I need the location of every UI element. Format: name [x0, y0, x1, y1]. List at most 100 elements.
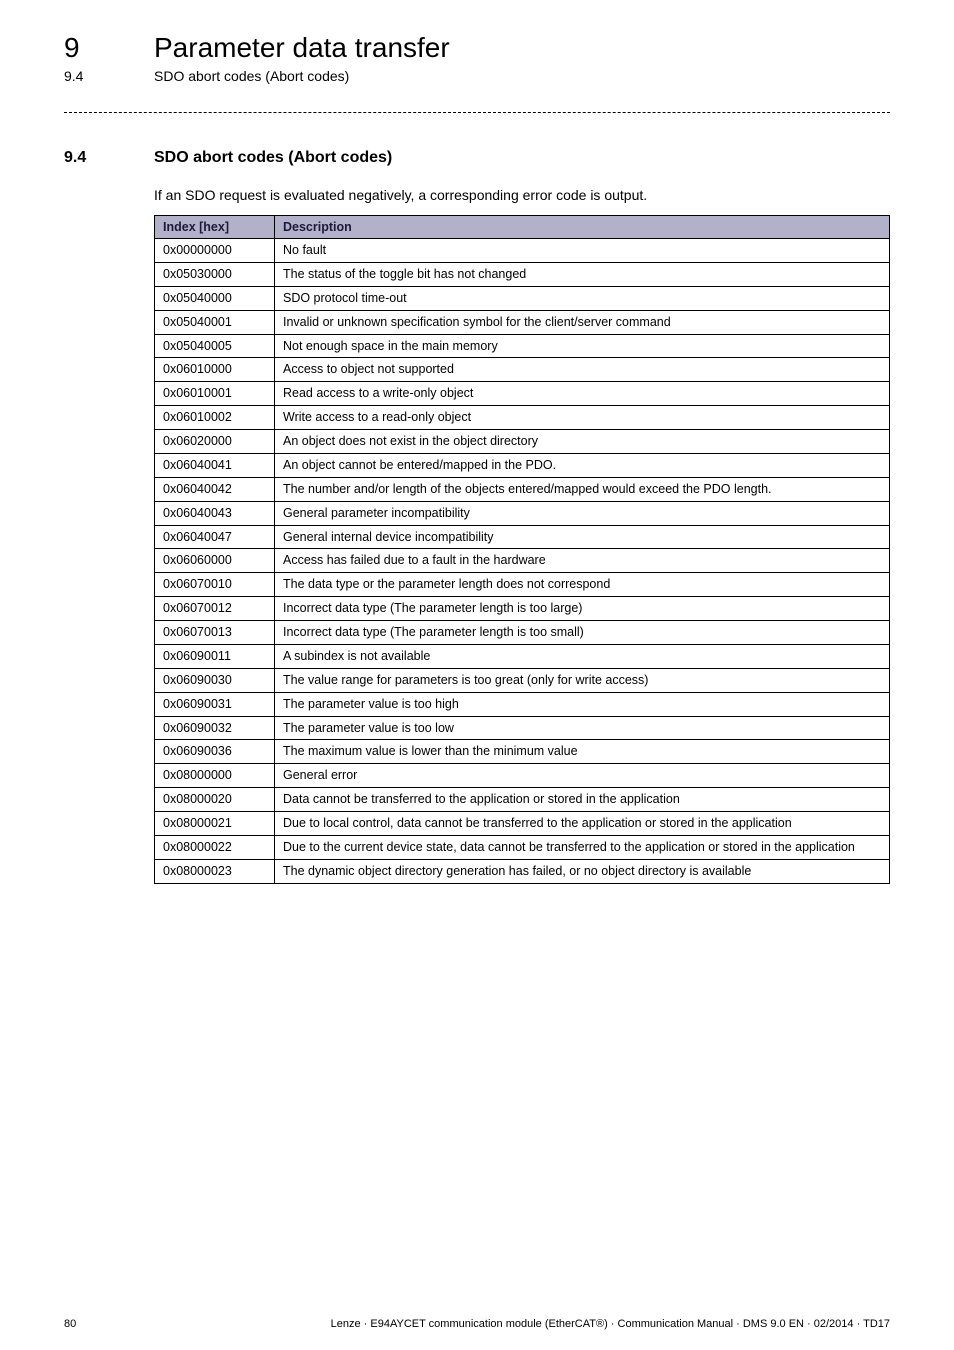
cell-index: 0x08000000 [155, 764, 275, 788]
cell-index: 0x06090036 [155, 740, 275, 764]
cell-description: The dynamic object directory generation … [275, 859, 890, 883]
cell-description: The parameter value is too high [275, 692, 890, 716]
divider-dashed [64, 112, 890, 113]
cell-index: 0x08000021 [155, 812, 275, 836]
cell-description: A subindex is not available [275, 644, 890, 668]
cell-index: 0x06090030 [155, 668, 275, 692]
cell-index: 0x06040041 [155, 453, 275, 477]
table-row: 0x06090030The value range for parameters… [155, 668, 890, 692]
cell-description: The value range for parameters is too gr… [275, 668, 890, 692]
table-row: 0x08000023The dynamic object directory g… [155, 859, 890, 883]
intro-paragraph: If an SDO request is evaluated negativel… [154, 187, 890, 203]
abort-codes-table: Index [hex] Description 0x00000000No fau… [154, 215, 890, 884]
body-content: If an SDO request is evaluated negativel… [154, 187, 890, 884]
col-header-description: Description [275, 216, 890, 239]
page: 9 Parameter data transfer 9.4 SDO abort … [0, 0, 954, 1350]
cell-description: The status of the toggle bit has not cha… [275, 262, 890, 286]
cell-index: 0x05040000 [155, 286, 275, 310]
cell-index: 0x05030000 [155, 262, 275, 286]
cell-index: 0x06010000 [155, 358, 275, 382]
cell-index: 0x06090032 [155, 716, 275, 740]
cell-description: An object cannot be entered/mapped in th… [275, 453, 890, 477]
table-header-row: Index [hex] Description [155, 216, 890, 239]
cell-index: 0x06090031 [155, 692, 275, 716]
table-row: 0x06070010The data type or the parameter… [155, 573, 890, 597]
table-row: 0x06040041An object cannot be entered/ma… [155, 453, 890, 477]
table-row: 0x05030000The status of the toggle bit h… [155, 262, 890, 286]
section-number-bold: 9.4 [64, 149, 154, 167]
table-row: 0x06010002Write access to a read-only ob… [155, 406, 890, 430]
cell-index: 0x00000000 [155, 239, 275, 263]
table-row: 0x05040000SDO protocol time-out [155, 286, 890, 310]
cell-description: Incorrect data type (The parameter lengt… [275, 597, 890, 621]
cell-description: Write access to a read-only object [275, 406, 890, 430]
cell-index: 0x06040043 [155, 501, 275, 525]
cell-description: Invalid or unknown specification symbol … [275, 310, 890, 334]
cell-description: Due to the current device state, data ca… [275, 835, 890, 859]
table-row: 0x08000000General error [155, 764, 890, 788]
section-number-small: 9.4 [64, 68, 154, 84]
table-row: 0x06090011A subindex is not available [155, 644, 890, 668]
page-footer: 80 Lenze · E94AYCET communication module… [64, 1318, 890, 1330]
table-row: 0x06070013Incorrect data type (The param… [155, 621, 890, 645]
cell-description: Access to object not supported [275, 358, 890, 382]
table-row: 0x05040005Not enough space in the main m… [155, 334, 890, 358]
cell-description: Incorrect data type (The parameter lengt… [275, 621, 890, 645]
cell-index: 0x08000022 [155, 835, 275, 859]
cell-index: 0x06070013 [155, 621, 275, 645]
table-row: 0x06040042The number and/or length of th… [155, 477, 890, 501]
section-title-small: SDO abort codes (Abort codes) [154, 68, 349, 84]
table-row: 0x05040001Invalid or unknown specificati… [155, 310, 890, 334]
cell-index: 0x06060000 [155, 549, 275, 573]
cell-description: No fault [275, 239, 890, 263]
cell-index: 0x06010001 [155, 382, 275, 406]
table-row: 0x06020000An object does not exist in th… [155, 430, 890, 454]
cell-description: The maximum value is lower than the mini… [275, 740, 890, 764]
chapter-number: 9 [64, 32, 154, 64]
cell-description: General internal device incompatibility [275, 525, 890, 549]
table-row: 0x06060000Access has failed due to a fau… [155, 549, 890, 573]
cell-description: The data type or the parameter length do… [275, 573, 890, 597]
table-row: 0x06090031The parameter value is too hig… [155, 692, 890, 716]
cell-description: Not enough space in the main memory [275, 334, 890, 358]
cell-index: 0x08000020 [155, 788, 275, 812]
cell-description: The parameter value is too low [275, 716, 890, 740]
cell-description: The number and/or length of the objects … [275, 477, 890, 501]
cell-description: General parameter incompatibility [275, 501, 890, 525]
table-row: 0x06010001Read access to a write-only ob… [155, 382, 890, 406]
table-row: 0x06090036The maximum value is lower tha… [155, 740, 890, 764]
table-row: 0x08000022Due to the current device stat… [155, 835, 890, 859]
table-row: 0x06040047General internal device incomp… [155, 525, 890, 549]
section-title-bold: SDO abort codes (Abort codes) [154, 149, 392, 167]
cell-description: SDO protocol time-out [275, 286, 890, 310]
table-row: 0x06070012Incorrect data type (The param… [155, 597, 890, 621]
table-row: 0x06090032The parameter value is too low [155, 716, 890, 740]
chapter-title: Parameter data transfer [154, 32, 450, 64]
cell-index: 0x06020000 [155, 430, 275, 454]
cell-description: General error [275, 764, 890, 788]
cell-description: Access has failed due to a fault in the … [275, 549, 890, 573]
table-row: 0x06010000Access to object not supported [155, 358, 890, 382]
table-row: 0x08000020Data cannot be transferred to … [155, 788, 890, 812]
col-header-index: Index [hex] [155, 216, 275, 239]
cell-index: 0x05040001 [155, 310, 275, 334]
cell-index: 0x05040005 [155, 334, 275, 358]
section-subheader: 9.4 SDO abort codes (Abort codes) [64, 68, 890, 84]
chapter-header: 9 Parameter data transfer [64, 32, 890, 64]
table-row: 0x08000021Due to local control, data can… [155, 812, 890, 836]
cell-index: 0x06070010 [155, 573, 275, 597]
table-row: 0x06040043General parameter incompatibil… [155, 501, 890, 525]
cell-index: 0x06040042 [155, 477, 275, 501]
cell-description: Read access to a write-only object [275, 382, 890, 406]
page-number: 80 [64, 1318, 76, 1330]
table-row: 0x00000000No fault [155, 239, 890, 263]
cell-index: 0x06070012 [155, 597, 275, 621]
cell-description: Due to local control, data cannot be tra… [275, 812, 890, 836]
cell-index: 0x06010002 [155, 406, 275, 430]
section-heading: 9.4 SDO abort codes (Abort codes) [64, 149, 890, 167]
cell-description: An object does not exist in the object d… [275, 430, 890, 454]
cell-index: 0x08000023 [155, 859, 275, 883]
cell-index: 0x06040047 [155, 525, 275, 549]
cell-index: 0x06090011 [155, 644, 275, 668]
footer-info: Lenze · E94AYCET communication module (E… [331, 1318, 890, 1330]
